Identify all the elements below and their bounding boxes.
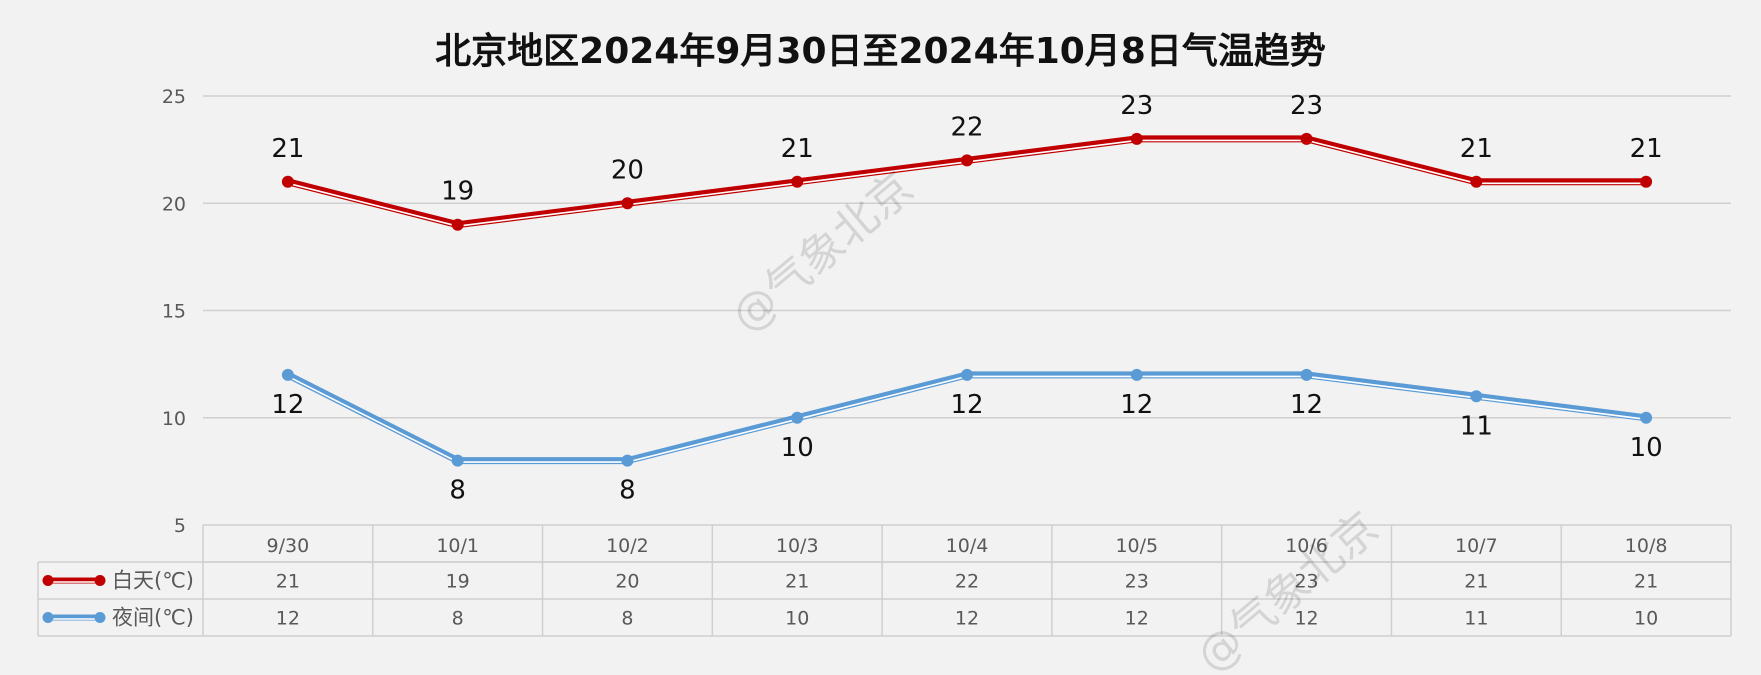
- data-label: 11: [1460, 411, 1493, 441]
- series-point: [621, 197, 634, 210]
- series-point: [961, 368, 973, 381]
- table-cell: 8: [452, 608, 464, 630]
- data-label: 23: [1120, 91, 1153, 121]
- x-tick-label: 10/7: [1455, 535, 1498, 557]
- y-tick-label: 10: [162, 408, 186, 430]
- table-cell: 22: [955, 571, 979, 593]
- data-label: 12: [271, 390, 304, 420]
- x-tick-label: 10/5: [1115, 535, 1158, 557]
- x-tick-label: 10/6: [1285, 535, 1328, 557]
- series-point: [1130, 132, 1143, 145]
- x-tick-label: 10/8: [1625, 535, 1668, 557]
- table-cell: 12: [955, 608, 979, 630]
- table-cell: 23: [1125, 571, 1149, 593]
- series-point: [1130, 368, 1143, 381]
- x-tick-label: 10/3: [776, 535, 819, 557]
- table-cell: 12: [1294, 608, 1318, 630]
- series-point: [281, 368, 294, 381]
- table-cell: 11: [1464, 608, 1488, 630]
- series-point: [961, 154, 973, 167]
- y-tick-label: 5: [174, 515, 186, 537]
- data-label: 23: [1290, 91, 1323, 121]
- series-point: [451, 218, 464, 231]
- table-cell: 12: [1125, 608, 1149, 630]
- x-tick-label: 10/2: [606, 535, 649, 557]
- x-tick-label: 10/1: [436, 535, 479, 557]
- series-point: [1470, 390, 1483, 403]
- data-label: 21: [1460, 134, 1493, 164]
- table-cell: 12: [276, 608, 300, 630]
- y-tick-label: 15: [162, 301, 186, 323]
- series-point: [791, 175, 804, 188]
- series-point: [1470, 175, 1483, 188]
- table-cell: 23: [1294, 571, 1318, 593]
- x-tick-label: 10/4: [946, 535, 989, 557]
- data-label: 22: [950, 112, 983, 142]
- series-point: [1640, 175, 1653, 188]
- data-label: 20: [611, 155, 644, 185]
- legend-marker: [42, 575, 54, 586]
- x-tick-label: 9/30: [267, 535, 310, 557]
- series-point: [451, 454, 464, 467]
- chart-title: 北京地区2024年9月30日至2024年10月8日气温趋势: [435, 31, 1326, 72]
- legend-label: 夜间(℃): [112, 606, 194, 630]
- series-point: [1300, 132, 1313, 145]
- data-label: 21: [271, 134, 304, 164]
- data-label: 8: [449, 476, 466, 506]
- series-line-highlight-0: [287, 139, 1647, 227]
- data-label: 12: [1290, 390, 1323, 420]
- table-cell: 8: [621, 608, 633, 630]
- series-point: [1640, 411, 1653, 424]
- data-label: 21: [1630, 134, 1663, 164]
- data-label: 8: [619, 476, 636, 506]
- legend-label: 白天(℃): [112, 569, 194, 593]
- data-label: 21: [781, 134, 814, 164]
- series-line-0: [287, 135, 1647, 229]
- series-point: [791, 411, 804, 424]
- legend-marker: [42, 612, 54, 623]
- legend-marker: [94, 575, 106, 586]
- table-cell: 21: [785, 571, 809, 593]
- table-cell: 21: [1634, 571, 1658, 593]
- table-cell: 21: [276, 571, 300, 593]
- data-label: 10: [781, 433, 814, 463]
- series-point: [621, 454, 634, 467]
- data-label: 12: [950, 390, 983, 420]
- y-tick-label: 25: [162, 86, 186, 108]
- data-label: 12: [1120, 390, 1153, 420]
- data-label: 19: [441, 177, 474, 207]
- table-cell: 10: [785, 608, 809, 630]
- table-cell: 21: [1464, 571, 1488, 593]
- legend-marker: [94, 612, 106, 623]
- series-point: [1300, 368, 1313, 381]
- y-tick-label: 20: [162, 193, 186, 215]
- table-cell: 10: [1634, 608, 1658, 630]
- table-cell: 20: [615, 571, 639, 593]
- series-point: [281, 175, 294, 188]
- table-cell: 19: [446, 571, 470, 593]
- data-label: 10: [1630, 433, 1663, 463]
